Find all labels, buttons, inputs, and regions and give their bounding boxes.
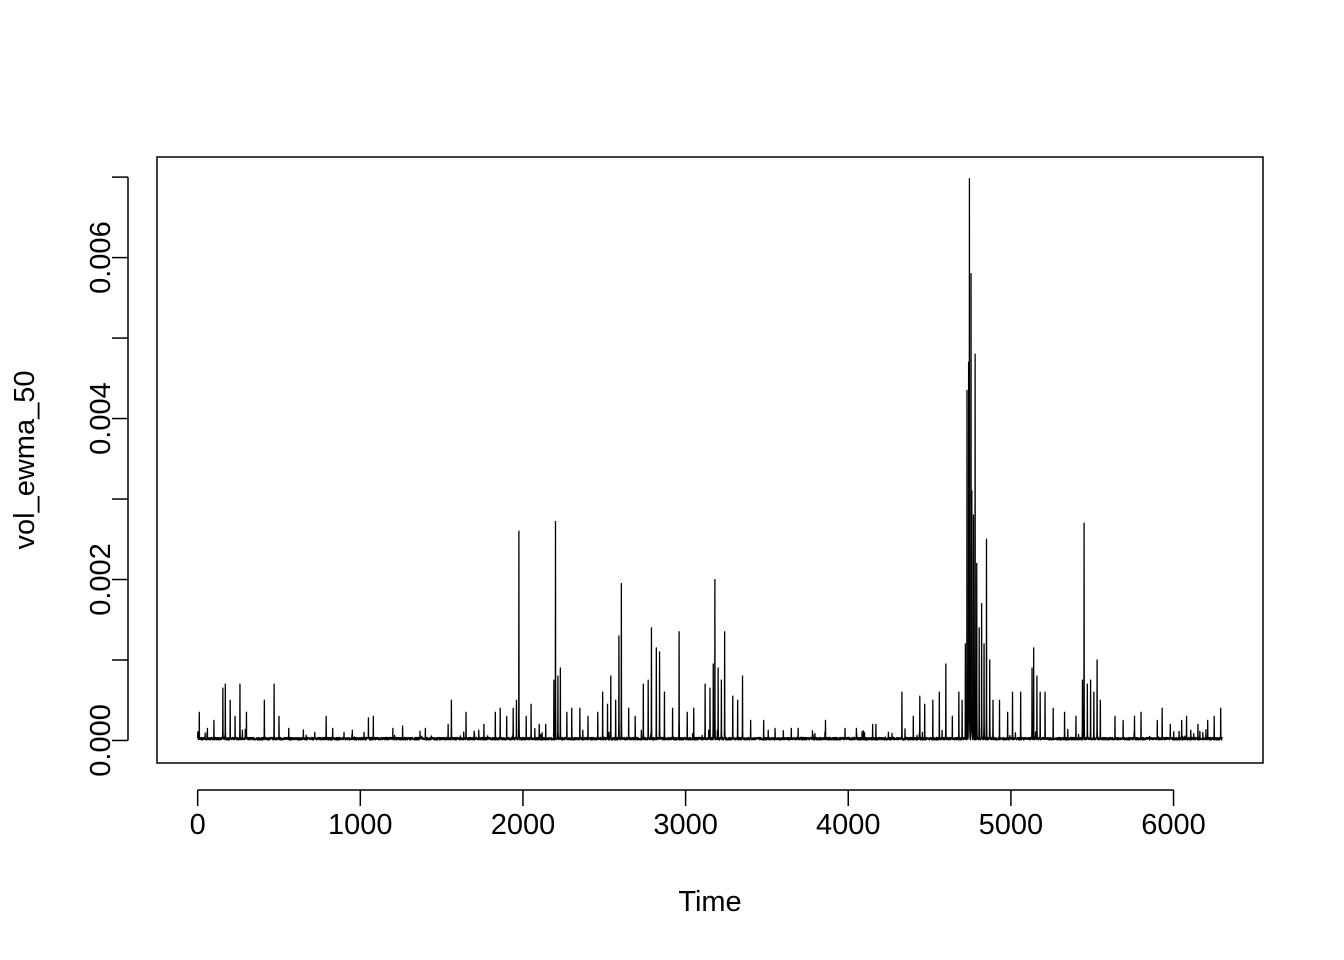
x-tick-label: 6000 [1141, 809, 1206, 841]
x-tick-label: 2000 [491, 809, 556, 841]
x-tick-label: 3000 [653, 809, 718, 841]
x-tick-label: 1000 [328, 809, 393, 841]
x-tick-label: 0 [190, 809, 206, 841]
y-tick-label: 0.006 [85, 221, 117, 294]
x-axis-title: Time [678, 886, 741, 918]
y-axis: 0.000 0.002 0.004 0.006 [85, 176, 129, 777]
x-tick-label: 4000 [816, 809, 881, 841]
y-axis-title: vol_ewma_50 [9, 371, 41, 550]
series-line [197, 178, 1223, 741]
x-tick-label: 5000 [979, 809, 1044, 841]
plot-box [156, 156, 1264, 764]
x-axis: 0 1000 2000 3000 4000 5000 6000 [190, 789, 1206, 841]
y-tick-label: 0.002 [85, 543, 117, 616]
y-tick-label: 0.004 [85, 382, 117, 455]
y-tick-label: 0.000 [85, 704, 117, 777]
